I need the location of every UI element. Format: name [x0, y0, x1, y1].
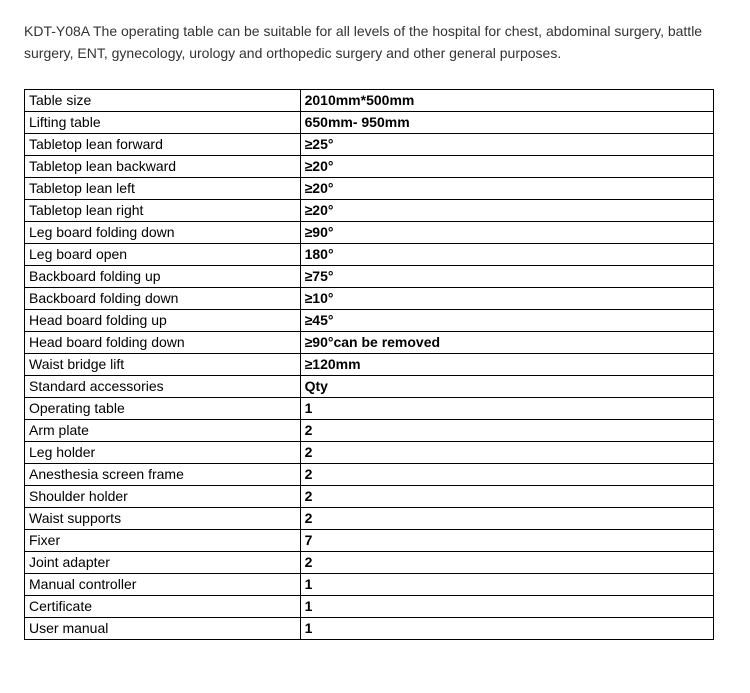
spec-value: 1 [300, 397, 713, 419]
spec-label: Joint adapter [25, 551, 301, 573]
table-row: Operating table1 [25, 397, 714, 419]
spec-value: 2 [300, 419, 713, 441]
spec-value: 2010mm*500mm [300, 89, 713, 111]
spec-value: ≥45° [300, 309, 713, 331]
table-row: Tabletop lean backward≥20° [25, 155, 714, 177]
spec-value: 2 [300, 441, 713, 463]
spec-label: Manual controller [25, 573, 301, 595]
spec-label: Leg board open [25, 243, 301, 265]
table-row: Leg board folding down≥90° [25, 221, 714, 243]
spec-label: Tabletop lean forward [25, 133, 301, 155]
spec-value: 2 [300, 463, 713, 485]
spec-label: Operating table [25, 397, 301, 419]
spec-value: ≥10° [300, 287, 713, 309]
spec-value: ≥90°can be removed [300, 331, 713, 353]
spec-value: ≥20° [300, 177, 713, 199]
table-row: Arm plate2 [25, 419, 714, 441]
table-row: Manual controller1 [25, 573, 714, 595]
spec-value: ≥75° [300, 265, 713, 287]
spec-value: 1 [300, 595, 713, 617]
table-row: Waist bridge lift≥120mm [25, 353, 714, 375]
spec-label: Arm plate [25, 419, 301, 441]
spec-label: Backboard folding up [25, 265, 301, 287]
table-row: Table size2010mm*500mm [25, 89, 714, 111]
table-row: Backboard folding up≥75° [25, 265, 714, 287]
spec-value: ≥20° [300, 199, 713, 221]
table-row: Head board folding down≥90°can be remove… [25, 331, 714, 353]
spec-label: Tabletop lean right [25, 199, 301, 221]
spec-label: Backboard folding down [25, 287, 301, 309]
spec-label: Lifting table [25, 111, 301, 133]
spec-value: 650mm- 950mm [300, 111, 713, 133]
table-row: Tabletop lean forward≥25° [25, 133, 714, 155]
table-row: Backboard folding down≥10° [25, 287, 714, 309]
table-row: Standard accessoriesQty [25, 375, 714, 397]
spec-value: 2 [300, 485, 713, 507]
spec-label: Tabletop lean backward [25, 155, 301, 177]
spec-label: Tabletop lean left [25, 177, 301, 199]
table-row: Tabletop lean right≥20° [25, 199, 714, 221]
spec-value: 2 [300, 507, 713, 529]
spec-value: 1 [300, 617, 713, 639]
table-row: Leg holder2 [25, 441, 714, 463]
table-row: Certificate1 [25, 595, 714, 617]
table-row: Fixer7 [25, 529, 714, 551]
spec-value: 7 [300, 529, 713, 551]
spec-label: Leg board folding down [25, 221, 301, 243]
table-row: Head board folding up≥45° [25, 309, 714, 331]
spec-value: 1 [300, 573, 713, 595]
table-row: Leg board open180° [25, 243, 714, 265]
spec-label: Table size [25, 89, 301, 111]
specifications-table-body: Table size2010mm*500mmLifting table650mm… [25, 89, 714, 639]
spec-value: 180° [300, 243, 713, 265]
table-row: Lifting table650mm- 950mm [25, 111, 714, 133]
table-row: Tabletop lean left≥20° [25, 177, 714, 199]
spec-label: User manual [25, 617, 301, 639]
spec-label: Fixer [25, 529, 301, 551]
table-row: Shoulder holder2 [25, 485, 714, 507]
spec-label: Certificate [25, 595, 301, 617]
spec-label: Waist supports [25, 507, 301, 529]
spec-label: Anesthesia screen frame [25, 463, 301, 485]
spec-value: ≥20° [300, 155, 713, 177]
table-row: Waist supports2 [25, 507, 714, 529]
spec-value: ≥25° [300, 133, 713, 155]
spec-label: Head board folding up [25, 309, 301, 331]
spec-label: Leg holder [25, 441, 301, 463]
spec-value: ≥90° [300, 221, 713, 243]
product-description: KDT-Y08A The operating table can be suit… [24, 20, 726, 65]
table-row: Joint adapter2 [25, 551, 714, 573]
specifications-table: Table size2010mm*500mmLifting table650mm… [24, 89, 714, 640]
spec-value: ≥120mm [300, 353, 713, 375]
spec-label: Standard accessories [25, 375, 301, 397]
spec-label: Waist bridge lift [25, 353, 301, 375]
spec-value: Qty [300, 375, 713, 397]
spec-label: Shoulder holder [25, 485, 301, 507]
spec-value: 2 [300, 551, 713, 573]
table-row: User manual1 [25, 617, 714, 639]
table-row: Anesthesia screen frame2 [25, 463, 714, 485]
spec-label: Head board folding down [25, 331, 301, 353]
